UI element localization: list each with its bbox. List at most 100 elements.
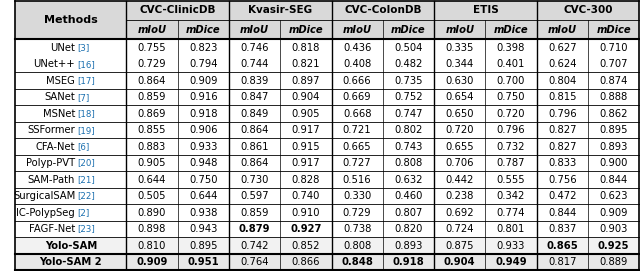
Text: 0.755: 0.755 xyxy=(138,43,166,53)
Bar xyxy=(15,171,639,188)
Text: 0.837: 0.837 xyxy=(548,224,577,234)
Bar xyxy=(15,155,639,171)
Text: 0.844: 0.844 xyxy=(548,208,577,218)
Text: 0.742: 0.742 xyxy=(240,241,269,251)
Text: 0.898: 0.898 xyxy=(138,224,166,234)
Bar xyxy=(126,1,229,20)
Text: 0.903: 0.903 xyxy=(600,224,628,234)
Text: mDice: mDice xyxy=(596,25,631,35)
Bar xyxy=(280,20,332,40)
Text: 0.815: 0.815 xyxy=(548,92,577,102)
Text: ETIS: ETIS xyxy=(472,5,499,15)
Text: 0.925: 0.925 xyxy=(598,241,629,251)
Text: 0.436: 0.436 xyxy=(343,43,371,53)
Text: 0.875: 0.875 xyxy=(445,241,474,251)
Text: 0.915: 0.915 xyxy=(292,142,320,152)
Text: 0.504: 0.504 xyxy=(394,43,422,53)
Text: 0.895: 0.895 xyxy=(600,125,628,135)
Text: mIoU: mIoU xyxy=(342,25,372,35)
Text: 0.796: 0.796 xyxy=(548,109,577,119)
Text: [19]: [19] xyxy=(77,126,95,135)
Text: 0.890: 0.890 xyxy=(138,208,166,218)
Text: 0.827: 0.827 xyxy=(548,125,577,135)
Text: 0.864: 0.864 xyxy=(241,125,269,135)
Text: 0.735: 0.735 xyxy=(394,76,422,86)
Text: 0.808: 0.808 xyxy=(394,158,422,168)
Bar xyxy=(434,20,485,40)
Text: [17]: [17] xyxy=(77,76,95,85)
Text: [3]: [3] xyxy=(77,43,90,52)
Text: 0.918: 0.918 xyxy=(189,109,218,119)
Bar xyxy=(15,138,639,155)
Text: 0.895: 0.895 xyxy=(189,241,218,251)
Text: [22]: [22] xyxy=(77,192,95,201)
Text: 0.909: 0.909 xyxy=(189,76,218,86)
Bar xyxy=(15,188,639,204)
Bar xyxy=(15,122,639,138)
Text: mIoU: mIoU xyxy=(240,25,269,35)
Text: 0.893: 0.893 xyxy=(600,142,628,152)
Text: 0.482: 0.482 xyxy=(394,59,422,69)
Text: 0.874: 0.874 xyxy=(600,76,628,86)
Text: FAGF-Net: FAGF-Net xyxy=(29,224,76,234)
Text: 0.951: 0.951 xyxy=(188,257,219,267)
Text: 0.743: 0.743 xyxy=(394,142,422,152)
Text: UNet: UNet xyxy=(51,43,76,53)
Text: mDice: mDice xyxy=(289,25,323,35)
Text: 0.839: 0.839 xyxy=(241,76,269,86)
Text: 0.917: 0.917 xyxy=(292,158,320,168)
Text: [23]: [23] xyxy=(77,225,95,234)
Text: 0.623: 0.623 xyxy=(600,191,628,201)
Bar xyxy=(15,254,639,270)
Text: 0.821: 0.821 xyxy=(292,59,320,69)
Text: 0.707: 0.707 xyxy=(600,59,628,69)
Text: 0.948: 0.948 xyxy=(189,158,218,168)
Text: 0.756: 0.756 xyxy=(548,175,577,185)
Text: 0.401: 0.401 xyxy=(497,59,525,69)
Text: UNet++: UNet++ xyxy=(34,59,76,69)
Text: 0.900: 0.900 xyxy=(600,158,628,168)
Text: 0.721: 0.721 xyxy=(343,125,371,135)
Text: 0.710: 0.710 xyxy=(600,43,628,53)
Text: 0.729: 0.729 xyxy=(343,208,371,218)
Text: IC-PolypSeg: IC-PolypSeg xyxy=(17,208,76,218)
Bar xyxy=(229,20,280,40)
Text: 0.909: 0.909 xyxy=(600,208,628,218)
Text: mIoU: mIoU xyxy=(445,25,474,35)
Text: 0.864: 0.864 xyxy=(138,76,166,86)
Text: 0.655: 0.655 xyxy=(445,142,474,152)
Text: mDice: mDice xyxy=(493,25,529,35)
Text: 0.823: 0.823 xyxy=(189,43,218,53)
Text: [7]: [7] xyxy=(77,93,90,102)
Text: 0.398: 0.398 xyxy=(497,43,525,53)
Text: MSNet: MSNet xyxy=(43,109,76,119)
Text: 0.905: 0.905 xyxy=(138,158,166,168)
Text: 0.859: 0.859 xyxy=(138,92,166,102)
Text: 0.861: 0.861 xyxy=(240,142,269,152)
Text: 0.724: 0.724 xyxy=(445,224,474,234)
Text: 0.852: 0.852 xyxy=(292,241,320,251)
Text: CFA-Net: CFA-Net xyxy=(36,142,76,152)
Bar xyxy=(537,1,639,20)
Text: 0.801: 0.801 xyxy=(497,224,525,234)
Text: mDice: mDice xyxy=(186,25,221,35)
Bar xyxy=(15,105,639,122)
Text: 0.555: 0.555 xyxy=(497,175,525,185)
Text: 0.859: 0.859 xyxy=(240,208,269,218)
Text: 0.727: 0.727 xyxy=(343,158,371,168)
Bar xyxy=(332,1,434,20)
Text: 0.747: 0.747 xyxy=(394,109,422,119)
Text: 0.750: 0.750 xyxy=(189,175,218,185)
Text: CVC-ClinicDB: CVC-ClinicDB xyxy=(140,5,216,15)
Text: SANet: SANet xyxy=(45,92,76,102)
Text: 0.862: 0.862 xyxy=(600,109,628,119)
Text: mIoU: mIoU xyxy=(548,25,577,35)
Text: 0.933: 0.933 xyxy=(497,241,525,251)
Text: 0.787: 0.787 xyxy=(497,158,525,168)
Text: 0.650: 0.650 xyxy=(445,109,474,119)
Text: 0.472: 0.472 xyxy=(548,191,577,201)
Text: 0.344: 0.344 xyxy=(445,59,474,69)
Text: SAM-Path: SAM-Path xyxy=(28,175,76,185)
Text: 0.330: 0.330 xyxy=(343,191,371,201)
Text: 0.794: 0.794 xyxy=(189,59,218,69)
